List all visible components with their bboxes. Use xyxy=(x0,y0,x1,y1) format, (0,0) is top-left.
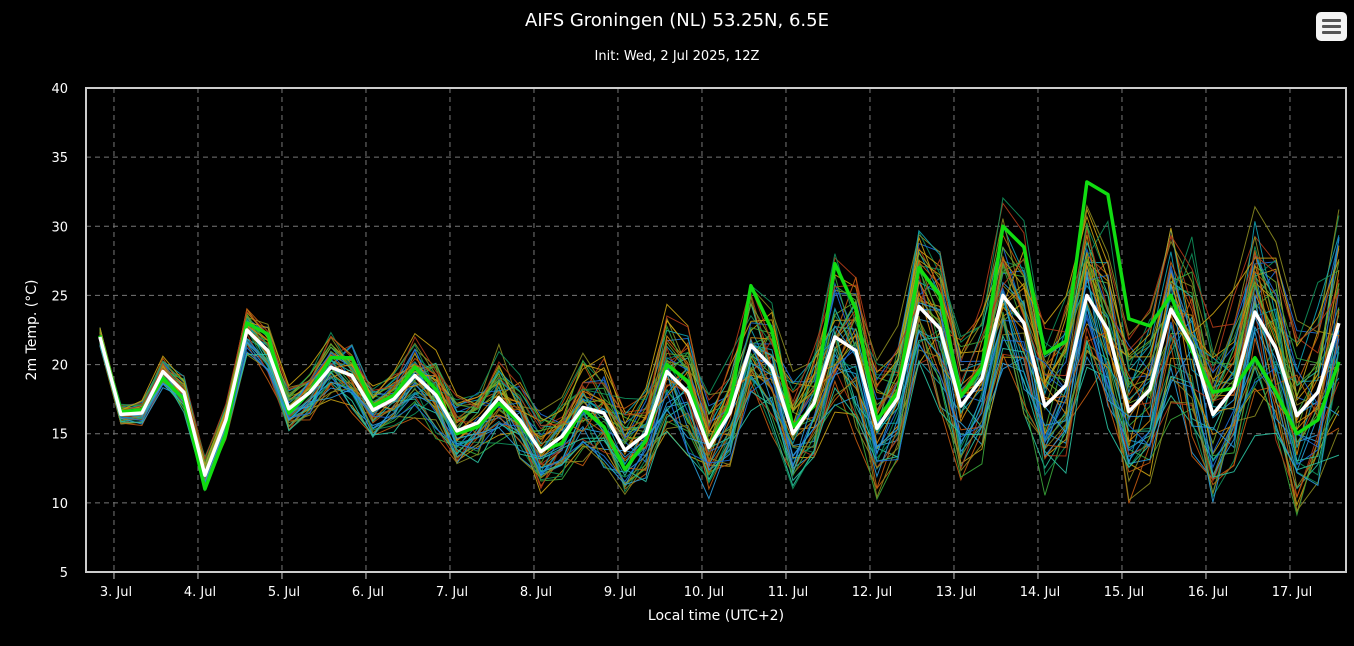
x-tick-label: 15. Jul xyxy=(1104,585,1145,600)
ensemble-member-line xyxy=(99,307,1340,503)
y-tick-label: 30 xyxy=(51,220,68,235)
x-tick-label: 8. Jul xyxy=(520,585,552,600)
x-tick-label: 6. Jul xyxy=(352,585,384,600)
ensemble-member-line xyxy=(99,296,1340,487)
y-tick-label: 35 xyxy=(51,151,68,166)
x-tick-label: 13. Jul xyxy=(936,585,977,600)
y-tick-label: 10 xyxy=(51,497,68,512)
menu-icon xyxy=(1322,19,1341,22)
x-tick-label: 7. Jul xyxy=(436,585,468,600)
x-tick-label: 17. Jul xyxy=(1272,585,1313,600)
y-tick-labels: 5 10 15 20 25 30 35 40 xyxy=(51,82,68,581)
plot-frame xyxy=(85,87,1347,573)
x-axis-label: Local time (UTC+2) xyxy=(648,608,784,624)
x-tick-label: 9. Jul xyxy=(604,585,636,600)
y-tick-label: 40 xyxy=(51,82,68,97)
chart-subtitle: Init: Wed, 2 Jul 2025, 12Z xyxy=(594,49,760,64)
x-tick-label: 14. Jul xyxy=(1020,585,1061,600)
ensemble-member-line xyxy=(99,236,1340,480)
ensemble-member-line xyxy=(99,312,1340,486)
y-tick-label: 20 xyxy=(51,359,68,374)
x-tick-label: 10. Jul xyxy=(684,585,725,600)
ensemble-member-line xyxy=(99,300,1340,512)
x-tick-label: 3. Jul xyxy=(100,585,132,600)
ensemble-mean-line xyxy=(98,293,1341,477)
ensemble-member-line xyxy=(99,323,1340,513)
ensemble-member-line xyxy=(99,250,1340,482)
chart-menu-button[interactable] xyxy=(1316,12,1347,41)
ensemble-member-line xyxy=(99,310,1340,499)
x-tick-label: 12. Jul xyxy=(852,585,893,600)
menu-icon-bar-2 xyxy=(1322,25,1341,28)
x-tick-labels: 3. Jul 4. Jul 5. Jul 6. Jul 7. Jul 8. Jul 9. J… xyxy=(100,572,1312,600)
x-tick-label: 5. Jul xyxy=(268,585,300,600)
y-tick-label: 25 xyxy=(51,289,68,304)
y-axis-label: 2m Temp. (°C) xyxy=(24,280,40,381)
ensemble-member-line xyxy=(99,222,1340,464)
ensemble-member-line xyxy=(99,334,1340,490)
ensemble-member-line xyxy=(99,264,1340,474)
ensemble-members xyxy=(99,196,1340,517)
y-tick-label: 15 xyxy=(51,428,68,443)
x-tick-label: 4. Jul xyxy=(184,585,216,600)
x-tick-label: 16. Jul xyxy=(1188,585,1229,600)
main-series xyxy=(98,180,1341,491)
chart-title: AIFS Groningen (NL) 53.25N, 6.5E xyxy=(525,10,829,31)
ensemble-member-line xyxy=(99,230,1340,461)
menu-icon-bar-3 xyxy=(1322,31,1341,34)
y-tick-label: 5 xyxy=(60,566,68,581)
x-tick-label: 11. Jul xyxy=(768,585,809,600)
